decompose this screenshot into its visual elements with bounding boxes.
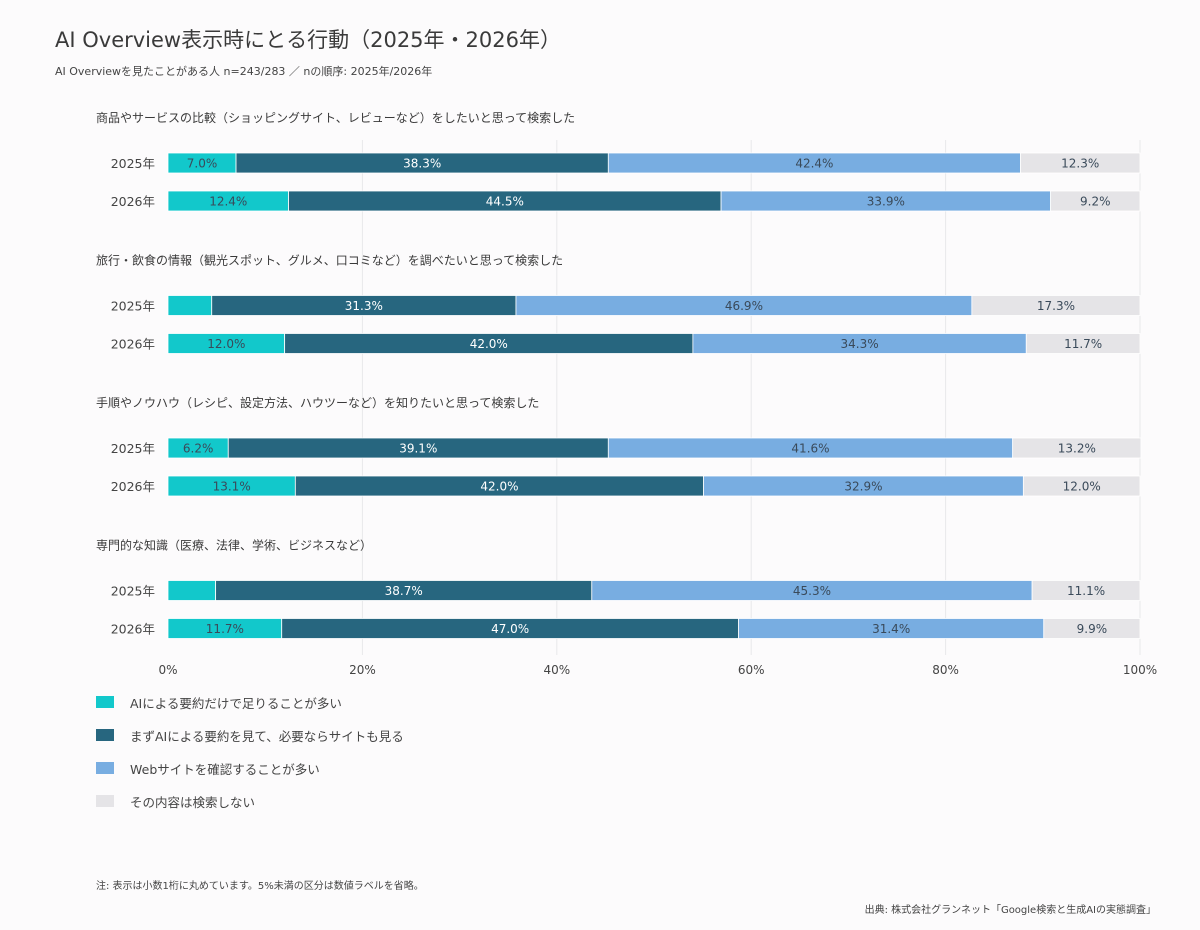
year-label: 2026年 bbox=[111, 337, 155, 352]
group-label: 旅行・飲食の情報（観光スポット、グルメ、口コミなど）を調べたいと思って検索した bbox=[96, 253, 563, 268]
year-label: 2025年 bbox=[111, 584, 155, 599]
data-label: 44.5% bbox=[486, 195, 524, 209]
bar-segment-no-search bbox=[1025, 333, 1141, 354]
bar-segment-no-search bbox=[971, 295, 1141, 316]
legend-label: Webサイトを確認することが多い bbox=[130, 762, 320, 777]
bar-segment-no-search bbox=[1050, 190, 1141, 212]
x-tick-label: 100% bbox=[1123, 663, 1157, 677]
bar-segment-no-search bbox=[1031, 580, 1141, 601]
legend-swatch bbox=[96, 762, 114, 774]
x-tick-label: 80% bbox=[932, 663, 959, 677]
year-label: 2025年 bbox=[111, 156, 155, 171]
data-label: 6.2% bbox=[183, 442, 214, 456]
data-label: 9.9% bbox=[1077, 622, 1108, 636]
bar-segment-no-search bbox=[1020, 152, 1141, 174]
data-label: 31.3% bbox=[345, 299, 383, 313]
legend-swatch bbox=[96, 795, 114, 807]
legend-label: AIによる要約だけで足りることが多い bbox=[130, 696, 342, 711]
legend-label: その内容は検索しない bbox=[130, 795, 256, 810]
data-label: 38.3% bbox=[403, 157, 441, 171]
data-label: 39.1% bbox=[399, 442, 437, 456]
bar-segment-summary-only bbox=[167, 295, 213, 316]
data-label: 42.0% bbox=[480, 480, 518, 494]
data-label: 7.0% bbox=[187, 157, 218, 171]
x-tick-label: 40% bbox=[543, 663, 570, 677]
data-label: 12.3% bbox=[1061, 157, 1099, 171]
year-label: 2025年 bbox=[111, 299, 155, 314]
legend-swatch bbox=[96, 696, 114, 708]
data-label: 42.0% bbox=[470, 337, 508, 351]
chart-title: AI Overview表示時にとる行動（2025年・2026年） bbox=[55, 28, 561, 52]
data-label: 31.4% bbox=[872, 622, 910, 636]
x-tick-label: 60% bbox=[738, 663, 765, 677]
year-label: 2026年 bbox=[111, 194, 155, 209]
bar-segment-summary-only bbox=[167, 580, 217, 601]
year-label: 2026年 bbox=[111, 479, 155, 494]
data-label: 34.3% bbox=[841, 337, 879, 351]
bar-segment-no-search bbox=[1043, 618, 1141, 639]
group-label: 手順やノウハウ（レシピ、設定方法、ハウツーなど）を知りたいと思って検索した bbox=[96, 395, 539, 410]
footnote: 注: 表示は小数1桁に丸めています。5%未満の区分は数値ラベルを省略。 bbox=[96, 881, 424, 892]
data-label: 11.7% bbox=[1064, 337, 1102, 351]
legend-swatch bbox=[96, 729, 114, 741]
data-label: 46.9% bbox=[725, 299, 763, 313]
source-credit: 出典: 株式会社グランネット「Google検索と生成AIの実態調査」 bbox=[864, 905, 1156, 916]
group-label: 商品やサービスの比較（ショッピングサイト、レビューなど）をしたいと思って検索した bbox=[96, 110, 575, 125]
data-label: 12.0% bbox=[1063, 480, 1101, 494]
data-label: 12.0% bbox=[207, 337, 245, 351]
data-label: 13.2% bbox=[1058, 442, 1096, 456]
x-tick-label: 20% bbox=[349, 663, 376, 677]
data-label: 13.1% bbox=[213, 480, 251, 494]
data-label: 11.7% bbox=[206, 622, 244, 636]
chart-subtitle: AI Overviewを見たことがある人 n=243/283 ／ nの順序: 2… bbox=[55, 65, 433, 78]
data-label: 32.9% bbox=[844, 480, 882, 494]
legend-label: まずAIによる要約を見て、必要ならサイトも見る bbox=[130, 729, 404, 744]
bar-segment-no-search bbox=[1012, 437, 1142, 459]
data-label: 11.1% bbox=[1067, 584, 1105, 598]
data-label: 33.9% bbox=[867, 195, 905, 209]
year-label: 2025年 bbox=[111, 441, 155, 456]
data-label: 45.3% bbox=[793, 584, 831, 598]
data-label: 9.2% bbox=[1080, 195, 1111, 209]
bar-segment-no-search bbox=[1022, 475, 1141, 497]
data-label: 42.4% bbox=[795, 157, 833, 171]
data-label: 41.6% bbox=[791, 442, 829, 456]
data-label: 17.3% bbox=[1037, 299, 1075, 313]
data-label: 38.7% bbox=[385, 584, 423, 598]
x-tick-label: 0% bbox=[158, 663, 177, 677]
data-label: 12.4% bbox=[209, 195, 247, 209]
group-label: 専門的な知識（医療、法律、学術、ビジネスなど） bbox=[96, 538, 372, 553]
year-label: 2026年 bbox=[111, 622, 155, 637]
data-label: 47.0% bbox=[491, 622, 529, 636]
